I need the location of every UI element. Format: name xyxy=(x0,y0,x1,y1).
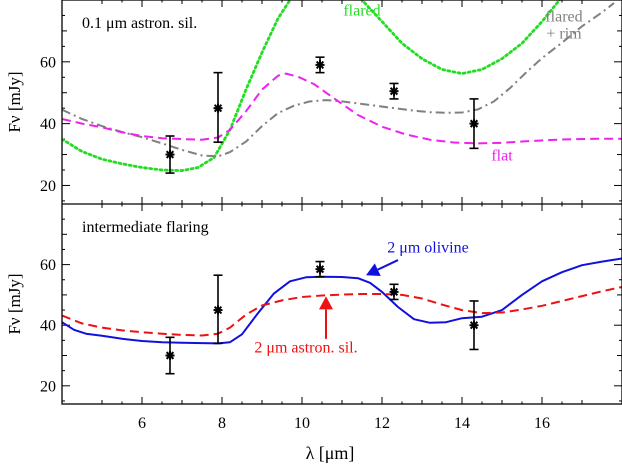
marker-stroke xyxy=(469,119,479,128)
data-point-marker xyxy=(469,119,479,129)
y-axis-label: Fν [mJy] xyxy=(5,71,24,132)
y-tick-label: 40 xyxy=(40,318,56,335)
bottom-panel: 20 40 60 6 8 10 12 14 16 Fν [mJy] λ [μm] intermedia… xyxy=(5,203,622,463)
data-point-marker xyxy=(213,103,223,113)
series-group xyxy=(62,0,622,172)
data-point-marker xyxy=(469,320,479,330)
series-group xyxy=(62,257,622,345)
data-point-marker xyxy=(389,287,399,297)
curve-label: 2 μm astron. sil. xyxy=(254,339,357,356)
marker-stroke xyxy=(165,150,175,159)
annotation-arrow-head xyxy=(319,296,333,310)
curve-label: + rim xyxy=(546,26,582,43)
x-tick-label: 16 xyxy=(534,415,550,432)
x-tick-label: 6 xyxy=(138,415,146,432)
annotation-arrow-head xyxy=(366,263,381,276)
x-tick-label: 10 xyxy=(294,415,310,432)
data-point-marker xyxy=(315,264,325,274)
plot-frame xyxy=(61,0,622,405)
marker-stroke xyxy=(469,321,479,330)
data-point-marker xyxy=(165,150,175,160)
marker-stroke xyxy=(213,305,223,315)
top-panel: 20 40 60 Fν [mJy] 0.1 μm astron. sil. flared f… xyxy=(5,0,622,204)
curve-label: flat xyxy=(491,148,513,165)
y-tick-label: 20 xyxy=(40,178,56,195)
marker-stroke xyxy=(315,60,325,69)
marker-stroke xyxy=(389,287,399,296)
x-tick-label: 14 xyxy=(454,415,470,432)
series-line-flared xyxy=(62,0,562,172)
data-point-marker xyxy=(213,305,223,315)
y-axis-label: Fν [mJy] xyxy=(5,273,24,334)
y-tick-label: 20 xyxy=(40,378,56,395)
annotation-arrow-shaft xyxy=(377,259,399,271)
marker-stroke xyxy=(315,265,325,274)
x-tick-label: 8 xyxy=(218,415,226,432)
x-axis-label: λ [μm] xyxy=(306,443,355,463)
data-point-marker xyxy=(165,351,175,361)
series-line-flat xyxy=(62,72,622,145)
series-line-2-m-olivine xyxy=(62,257,622,345)
y-tick-label: 60 xyxy=(40,54,56,71)
data-point-marker xyxy=(389,86,399,96)
marker-stroke xyxy=(389,87,399,96)
y-tick-label: 60 xyxy=(40,257,56,274)
series-line-flared-rim xyxy=(62,2,615,158)
marker-stroke xyxy=(165,351,175,360)
series-line-2-m-astron-sil xyxy=(62,286,622,337)
panel-annotation: 0.1 μm astron. sil. xyxy=(82,15,197,32)
y-tick-label: 40 xyxy=(40,116,56,133)
curve-label: flared xyxy=(343,2,380,19)
marker-stroke xyxy=(213,104,223,113)
x-tick-label: 12 xyxy=(374,415,390,432)
data-point-marker xyxy=(315,60,325,70)
panel-annotation: intermediate flaring xyxy=(82,219,209,236)
curve-label: flared xyxy=(545,9,582,26)
curve-label: 2 μm olivine xyxy=(387,239,468,256)
